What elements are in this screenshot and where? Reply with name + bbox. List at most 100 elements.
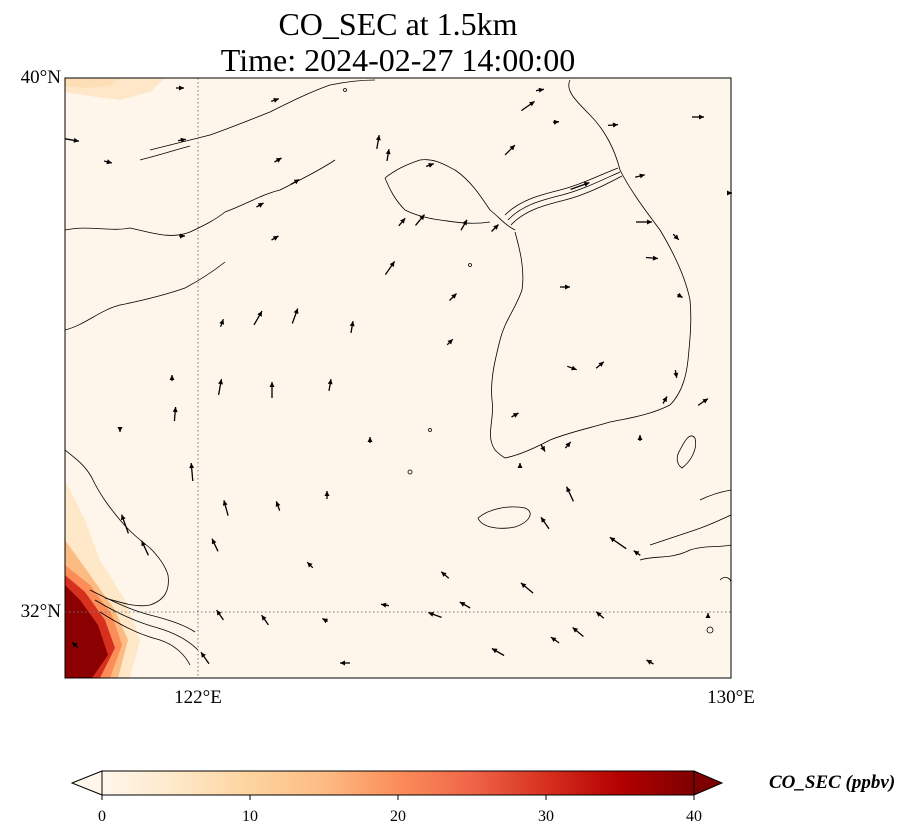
wind-arrow xyxy=(176,85,184,91)
wind-arrow xyxy=(637,435,643,441)
wind-arrow xyxy=(415,214,425,226)
wind-arrow xyxy=(327,378,333,392)
wind-arrow xyxy=(219,318,225,328)
wind-arrow xyxy=(270,97,280,103)
wind-arrow xyxy=(169,375,175,381)
wind-arrow xyxy=(398,217,406,227)
wind-arrow xyxy=(380,602,390,608)
wind-arrow xyxy=(609,536,627,550)
lon-label-122e: 122°E xyxy=(174,687,222,708)
plume-sw-core xyxy=(65,585,108,678)
wind-arrow xyxy=(274,157,282,163)
wind-arrow xyxy=(306,561,314,569)
wind-arrow xyxy=(322,617,328,624)
wind-arrow xyxy=(636,219,652,225)
wind-arrow xyxy=(117,427,123,432)
wind-arrow xyxy=(324,491,330,499)
wind-vectors xyxy=(64,85,732,666)
wind-arrow xyxy=(692,114,704,120)
wind-arrow xyxy=(567,365,577,371)
wind-arrow xyxy=(120,514,130,534)
wind-arrow xyxy=(269,382,275,398)
plume-top-left-inner xyxy=(65,78,120,88)
wind-arrow xyxy=(705,613,711,618)
wind-arrow xyxy=(491,647,505,657)
wind-arrow xyxy=(645,255,659,261)
wind-arrow xyxy=(253,310,263,326)
wind-arrow xyxy=(440,571,450,579)
wind-arrow xyxy=(560,284,570,290)
wind-arrow xyxy=(349,320,355,334)
wind-arrow xyxy=(552,119,560,125)
wind-arrow xyxy=(595,611,605,619)
wind-arrow xyxy=(535,87,545,93)
wind-arrow xyxy=(572,627,584,637)
wind-arrow xyxy=(446,338,454,346)
wind-arrow xyxy=(290,178,300,186)
wind-arrow xyxy=(672,233,680,241)
wind-arrow xyxy=(64,137,80,143)
wind-arrow xyxy=(256,202,264,208)
wind-arrow xyxy=(697,398,709,406)
colorbar-gradient xyxy=(101,770,695,796)
wind-arrow xyxy=(595,361,605,369)
wind-arrow xyxy=(550,636,560,644)
colorbar xyxy=(70,770,724,800)
wind-arrow xyxy=(540,444,546,452)
colorbar-extend-min xyxy=(70,770,103,796)
lat-label-32n: 32°N xyxy=(20,601,61,622)
colorbar-tick-10: 10 xyxy=(242,808,258,825)
wind-arrow xyxy=(216,609,224,621)
wind-arrow xyxy=(271,235,279,241)
wind-arrow xyxy=(291,308,299,324)
wind-arrow xyxy=(662,396,668,404)
colorbar-tick-40: 40 xyxy=(686,808,702,825)
wind-arrow xyxy=(635,173,645,179)
wind-arrow xyxy=(103,159,113,165)
wind-arrow xyxy=(367,437,373,443)
wind-arrow xyxy=(177,137,187,143)
title-line-1: CO_SEC at 1.5km xyxy=(278,6,518,42)
wind-arrow xyxy=(564,441,572,449)
wind-arrow xyxy=(384,261,396,275)
lon-label-130e: 130°E xyxy=(707,687,755,708)
wind-arrow xyxy=(520,582,534,594)
wind-arrow xyxy=(179,233,185,239)
wind-arrow xyxy=(459,601,471,609)
wind-arrow xyxy=(425,162,435,168)
wind-arrow xyxy=(677,292,683,299)
wind-arrow xyxy=(646,659,654,665)
wind-arrow xyxy=(375,134,381,150)
wind-arrow xyxy=(517,463,523,468)
wind-arrow xyxy=(428,611,442,619)
map-background xyxy=(65,78,731,678)
wind-arrow xyxy=(172,406,178,422)
wind-arrow xyxy=(385,148,391,162)
wind-arrow xyxy=(633,550,641,556)
gridlines xyxy=(65,78,731,678)
wind-arrow xyxy=(570,181,590,191)
colorbar-extend-max xyxy=(693,770,724,796)
concentration-field xyxy=(65,78,165,678)
wind-arrow xyxy=(340,660,350,666)
wind-arrow xyxy=(449,293,457,301)
wind-arrow xyxy=(217,378,223,396)
wind-arrow xyxy=(607,122,619,128)
wind-arrow xyxy=(491,224,499,232)
wind-arrow xyxy=(521,100,535,112)
lat-label-40n: 40°N xyxy=(20,67,61,88)
map-frame xyxy=(64,77,732,679)
colorbar-tick-30: 30 xyxy=(538,808,554,825)
wind-arrow xyxy=(275,501,281,511)
wind-arrow xyxy=(504,144,516,156)
wind-arrow xyxy=(71,641,79,649)
wind-arrow xyxy=(211,538,219,552)
wind-arrow xyxy=(673,369,679,379)
colorbar-label: CO_SEC (ppbv) xyxy=(769,772,896,793)
wind-arrow xyxy=(189,462,195,482)
wind-arrow xyxy=(222,500,229,516)
colorbar-tick-0: 0 xyxy=(98,808,106,825)
wind-arrow xyxy=(511,412,519,418)
wind-arrow xyxy=(261,614,269,626)
